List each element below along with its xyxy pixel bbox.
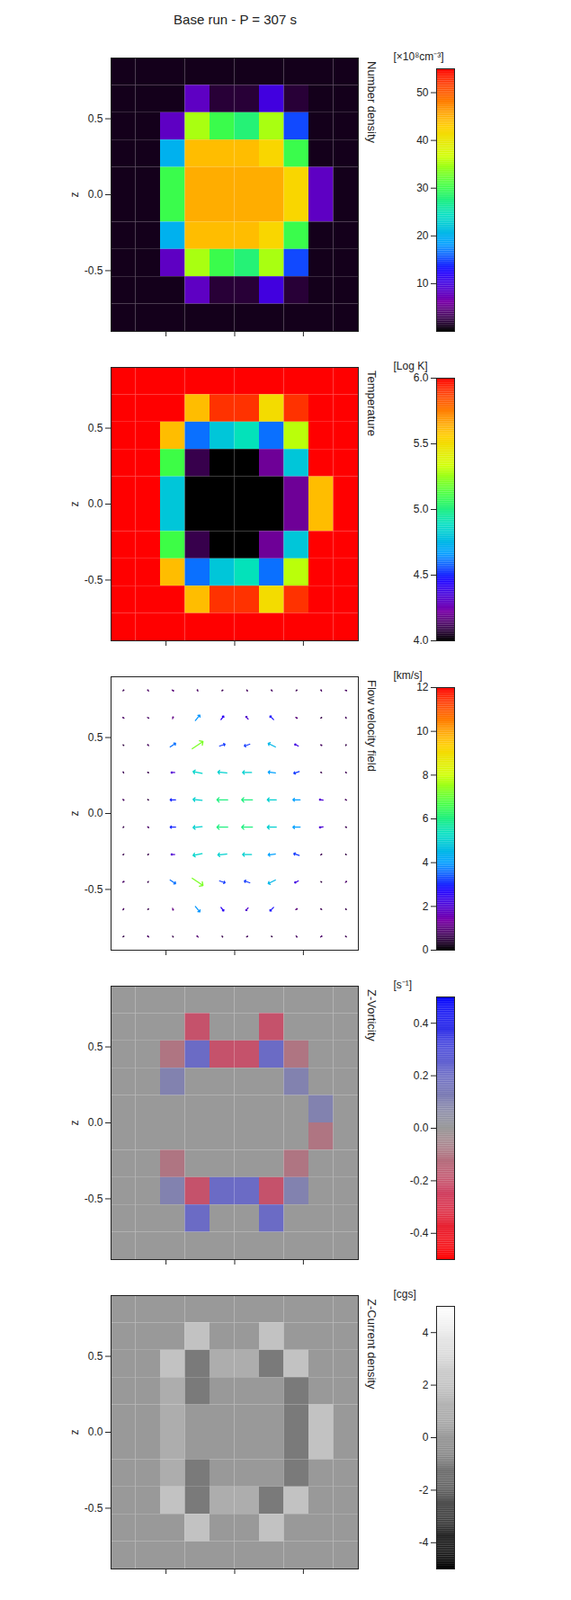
svg-text:[s⁻¹]: [s⁻¹]	[393, 978, 413, 991]
svg-text:0.0: 0.0	[413, 1121, 429, 1134]
html-text:Z-Current density: Z-Current density	[365, 1298, 379, 1389]
svg-text:0.2: 0.2	[413, 1069, 429, 1082]
svg-text:0.5: 0.5	[88, 112, 104, 125]
svg-text:10: 10	[416, 276, 429, 290]
svg-text:50: 50	[416, 86, 429, 99]
svg-text:[×10⁸cm⁻³]: [×10⁸cm⁻³]	[393, 50, 445, 63]
svg-text:-0.4: -0.4	[410, 1226, 429, 1240]
svg-text:-0.5: -0.5	[84, 264, 104, 277]
svg-text:0.5: 0.5	[88, 1349, 104, 1363]
svg-text:6.0: 6.0	[413, 371, 429, 384]
svg-text:z: z	[68, 501, 81, 508]
svg-text:[km/s]: [km/s]	[393, 669, 423, 682]
svg-text:z: z	[68, 1429, 81, 1436]
svg-text:0: 0	[422, 1430, 429, 1444]
html-text:Base run - P = 307 s: Base run - P = 307 s	[173, 11, 297, 27]
svg-text:[Log K]: [Log K]	[393, 359, 429, 373]
svg-text:0.5: 0.5	[88, 1040, 104, 1053]
svg-text:2: 2	[422, 900, 429, 913]
svg-text:2: 2	[422, 1378, 429, 1392]
svg-text:20: 20	[416, 229, 429, 242]
svg-text:-0.5: -0.5	[84, 883, 104, 896]
svg-text:4: 4	[422, 856, 429, 869]
html-text:Flow velocity field: Flow velocity field	[365, 679, 379, 772]
svg-text:0.0: 0.0	[88, 806, 104, 820]
svg-text:5.0: 5.0	[413, 502, 429, 516]
svg-text:6: 6	[422, 811, 429, 825]
svg-text:z: z	[68, 1120, 81, 1126]
svg-text:z: z	[68, 811, 81, 817]
svg-text:30: 30	[416, 181, 429, 195]
svg-text:40: 40	[416, 133, 429, 147]
svg-text:8: 8	[422, 768, 429, 782]
html-text:Z-Vorticity: Z-Vorticity	[365, 989, 379, 1042]
svg-text:-0.2: -0.2	[410, 1174, 429, 1187]
svg-text:0: 0	[422, 943, 429, 956]
svg-text:[cgs]: [cgs]	[393, 1287, 417, 1301]
svg-text:0.0: 0.0	[88, 1425, 104, 1438]
svg-text:0.5: 0.5	[88, 421, 104, 435]
svg-text:4.0: 4.0	[413, 633, 429, 647]
svg-text:4: 4	[422, 1326, 429, 1339]
svg-text:0.0: 0.0	[88, 1115, 104, 1129]
svg-text:z: z	[68, 192, 81, 198]
svg-text:4.5: 4.5	[413, 568, 429, 581]
svg-text:0.5: 0.5	[88, 731, 104, 744]
svg-text:-0.5: -0.5	[84, 573, 104, 587]
svg-text:0.4: 0.4	[413, 1017, 429, 1030]
svg-text:-2: -2	[419, 1483, 429, 1497]
svg-text:-4: -4	[419, 1535, 429, 1549]
svg-text:-0.5: -0.5	[84, 1501, 104, 1515]
svg-text:0.0: 0.0	[88, 497, 104, 510]
html-text:Number density: Number density	[365, 61, 379, 143]
svg-text:10: 10	[416, 724, 429, 738]
svg-text:12: 12	[416, 680, 429, 694]
svg-text:0.0: 0.0	[88, 187, 104, 201]
svg-text:-0.5: -0.5	[84, 1192, 104, 1205]
html-text:Temperature: Temperature	[365, 370, 379, 437]
svg-text:5.5: 5.5	[413, 437, 429, 450]
